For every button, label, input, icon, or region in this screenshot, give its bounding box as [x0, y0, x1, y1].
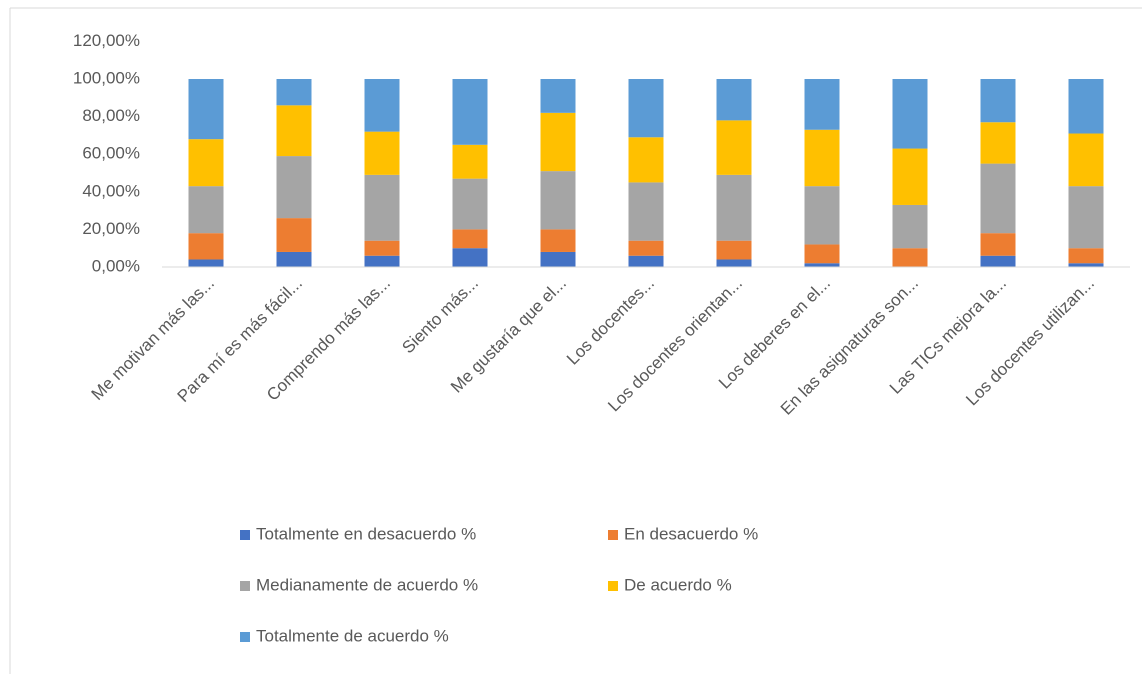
bar-segment	[980, 163, 1016, 234]
bar-segment	[276, 79, 312, 106]
bar-segment	[540, 112, 576, 172]
bar-segment	[804, 244, 840, 264]
bar-segment	[892, 204, 928, 249]
bar-segment	[716, 259, 752, 267]
bar-segment	[804, 129, 840, 187]
bar-segment	[716, 240, 752, 260]
legend-label: Totalmente en desacuerdo %	[256, 524, 476, 543]
y-tick-label: 20,00%	[82, 219, 140, 238]
bar-segment	[804, 263, 840, 267]
legend-label: Medianamente de acuerdo %	[256, 575, 478, 594]
bar-segment	[892, 79, 928, 149]
bar-segment	[452, 248, 488, 267]
bar-segment	[276, 218, 312, 252]
legend-swatch	[608, 581, 618, 591]
bar-segment	[628, 255, 664, 267]
bar-segment	[188, 186, 224, 234]
bar-segment	[1068, 263, 1104, 267]
x-tick-label: Siento más...	[398, 274, 482, 358]
legend-swatch	[240, 530, 250, 540]
bar-segment	[628, 137, 664, 183]
bar-segment	[628, 240, 664, 256]
bar-segment	[188, 259, 224, 267]
bar-segment	[276, 105, 312, 157]
y-tick-label: 80,00%	[82, 106, 140, 125]
y-tick-label: 100,00%	[73, 68, 140, 87]
bar-segment	[1068, 186, 1104, 249]
bar-segment	[452, 144, 488, 179]
bar-segment	[980, 79, 1016, 123]
bar-segment	[540, 251, 576, 267]
bar-segment	[892, 248, 928, 267]
bar-segment	[804, 186, 840, 245]
bar-segment	[716, 79, 752, 121]
legend-swatch	[240, 581, 250, 591]
x-tick-label: Los docentes...	[563, 274, 658, 369]
legend-swatch	[240, 632, 250, 642]
bar-segment	[364, 255, 400, 267]
bar-segment	[364, 79, 400, 132]
legend-label: Totalmente de acuerdo %	[256, 626, 449, 645]
bar-segment	[364, 131, 400, 175]
bar-segment	[276, 251, 312, 267]
bar-segment	[364, 174, 400, 241]
bar-segment	[980, 233, 1016, 256]
bar-segment	[452, 178, 488, 230]
legend-label: En desacuerdo %	[624, 524, 758, 543]
bar-segment	[716, 174, 752, 241]
bar-segment	[540, 171, 576, 230]
bar-segment	[452, 79, 488, 145]
bar-segment	[364, 240, 400, 256]
bar-segment	[716, 120, 752, 175]
bar-segment	[540, 229, 576, 252]
y-tick-label: 60,00%	[82, 144, 140, 163]
bar-segment	[628, 182, 664, 241]
bar-segment	[1068, 248, 1104, 264]
bar-segment	[276, 156, 312, 219]
bar-segment	[628, 79, 664, 138]
bar-segment	[804, 79, 840, 130]
y-tick-label: 0,00%	[92, 256, 140, 275]
y-tick-label: 120,00%	[73, 31, 140, 50]
bar-segment	[188, 79, 224, 140]
legend-label: De acuerdo %	[624, 575, 732, 594]
bar-segment	[1068, 79, 1104, 134]
bar-segment	[892, 148, 928, 205]
bar-segment	[188, 233, 224, 260]
y-tick-label: 40,00%	[82, 181, 140, 200]
bar-segment	[540, 79, 576, 113]
bar-segment	[452, 229, 488, 249]
legend-swatch	[608, 530, 618, 540]
bar-segment	[980, 255, 1016, 267]
bar-segment	[188, 139, 224, 187]
bar-segment	[1068, 133, 1104, 187]
bar-segment	[980, 122, 1016, 164]
